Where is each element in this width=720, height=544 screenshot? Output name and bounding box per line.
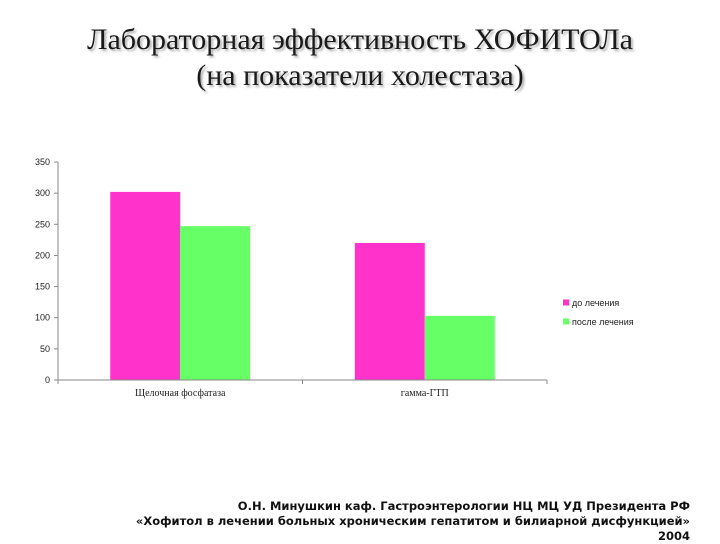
y-tick-label: 50 xyxy=(40,344,50,354)
footer-line1: О.Н. Минушкин каф. Гастроэнтерологии НЦ … xyxy=(237,499,690,513)
y-tick-label: 350 xyxy=(35,157,50,167)
y-axis: 0 50 100 150 200 250 300 350 xyxy=(35,157,59,385)
legend: до лечения после лечения xyxy=(563,298,634,327)
slide-title-line2: (на показатели холестаза) xyxy=(196,59,524,92)
bar-0-1 xyxy=(180,226,251,380)
x-category-label: Щелочная фосфатаза xyxy=(135,388,226,399)
legend-label: до лечения xyxy=(572,298,619,308)
y-tick-label: 100 xyxy=(35,313,50,323)
footer-citation: О.Н. Минушкин каф. Гастроэнтерологии НЦ … xyxy=(0,499,690,544)
bar-chart: 0 50 100 150 200 250 300 350 Щелочная фосфатаза… xyxy=(35,157,634,399)
slide-title-line1: Лабораторная эффективность ХОФИТОЛа xyxy=(87,23,633,56)
x-category-label: гамма-ГТП xyxy=(401,388,449,399)
legend-swatch xyxy=(563,299,569,306)
footer-line3: 2004 xyxy=(657,529,690,543)
legend-label: после лечения xyxy=(572,317,634,327)
y-tick-label: 200 xyxy=(35,250,50,260)
y-tick-label: 300 xyxy=(35,188,50,198)
x-axis: Щелочная фосфатаза гамма-ГТП xyxy=(57,379,548,399)
slide-title: Лабораторная эффективность ХОФИТОЛа (на … xyxy=(0,22,720,94)
bar-1-1 xyxy=(424,315,495,380)
bars xyxy=(110,191,495,380)
footer-line2: «Хофитол в лечении больных хроническим г… xyxy=(135,514,690,528)
y-tick-label: 250 xyxy=(35,219,50,229)
bar-1-0 xyxy=(354,242,425,380)
y-tick-label: 150 xyxy=(35,282,50,292)
y-tick-label: 0 xyxy=(45,375,50,385)
legend-swatch xyxy=(563,318,569,325)
bar-0-0 xyxy=(110,191,181,380)
